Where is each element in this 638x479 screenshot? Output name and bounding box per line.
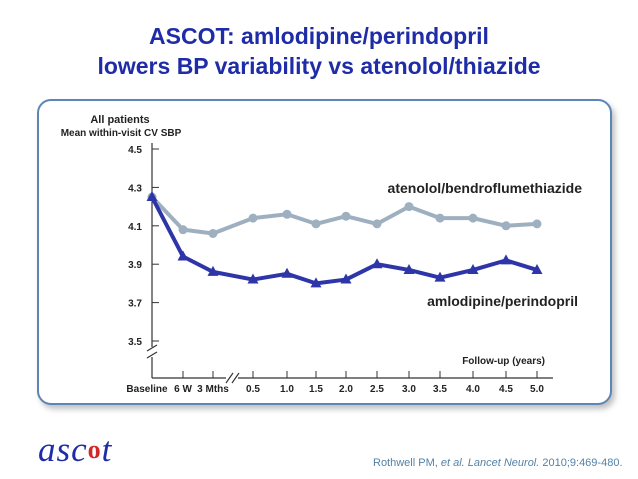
y-tick-label: 3.5 xyxy=(128,337,142,348)
y-tick-label: 3.7 xyxy=(128,299,142,310)
y-tick-label: 4.1 xyxy=(128,222,142,233)
series-1-point xyxy=(248,213,258,223)
slide-title-line1: ASCOT: amlodipine/perindopril xyxy=(149,23,489,49)
x-axis-break-mark xyxy=(225,372,234,384)
series-1-point xyxy=(372,219,382,229)
series-2-point xyxy=(340,273,352,284)
x-tick-label: 2.0 xyxy=(339,384,353,395)
series-1-point xyxy=(501,221,511,231)
series-1-point xyxy=(341,211,351,221)
x-tick-label: Baseline xyxy=(126,384,168,395)
x-tick-label: 4.0 xyxy=(466,384,480,395)
series-1-point xyxy=(178,225,188,235)
x-tick-label: 3.0 xyxy=(402,384,416,395)
series-1-point xyxy=(311,219,321,229)
series-1-point xyxy=(435,213,445,223)
series-label-2: amlodipine/perindopril xyxy=(427,293,578,309)
series-2-point xyxy=(177,250,189,261)
x-tick-label: 1.5 xyxy=(309,384,323,395)
series-1-point xyxy=(404,202,414,212)
series-1-point xyxy=(468,213,478,223)
series-label-1: atenolol/bendroflumethiazide xyxy=(388,180,583,196)
citation-journal: et al. Lancet Neurol. xyxy=(440,457,540,469)
x-axis-break-mark xyxy=(231,372,240,384)
series-2-point xyxy=(146,191,158,201)
series-1-point xyxy=(532,219,542,229)
series-1-point xyxy=(282,209,292,219)
series-2-point xyxy=(281,267,293,278)
x-axis-label: Follow-up (years) xyxy=(462,356,545,367)
y-tick-label: 3.9 xyxy=(128,260,142,271)
series-2-point xyxy=(403,263,415,274)
y-axis-break-mark xyxy=(146,344,158,352)
series-2-point xyxy=(207,265,219,276)
chart-title: All patients xyxy=(90,114,149,126)
series-2-point xyxy=(434,271,446,282)
ascot-logo: ascot xyxy=(38,430,113,469)
citation-authors: Rothwell PM, xyxy=(373,457,441,469)
x-tick-label: 5.0 xyxy=(530,384,544,395)
chart-panel xyxy=(37,99,612,405)
y-axis-label: Mean within-visit CV SBP xyxy=(61,128,182,139)
x-tick-label: 2.5 xyxy=(370,384,384,395)
series-2-point xyxy=(500,254,512,265)
citation: Rothwell PM, et al. Lancet Neurol. 2010;… xyxy=(373,457,623,469)
x-tick-label: 0.5 xyxy=(246,384,260,395)
series-2-point xyxy=(467,263,479,274)
y-tick-label: 4.3 xyxy=(128,183,142,194)
x-tick-label: 3.5 xyxy=(433,384,447,395)
series-2-point xyxy=(371,258,383,269)
series-2-point xyxy=(531,263,543,274)
x-tick-label: 3 Mths xyxy=(197,384,229,395)
x-tick-label: 6 W xyxy=(174,384,192,395)
citation-volume: 2010;9:469-480. xyxy=(539,457,623,469)
y-axis-break-mark xyxy=(146,351,158,359)
slide-title-line2: lowers BP variability vs atenolol/thiazi… xyxy=(97,53,541,79)
y-tick-label: 4.5 xyxy=(128,145,142,156)
series-2-point xyxy=(310,277,322,288)
x-tick-label: 1.0 xyxy=(280,384,294,395)
x-tick-label: 4.5 xyxy=(499,384,513,395)
series-1-point xyxy=(208,228,218,238)
series-line-2 xyxy=(150,196,538,286)
series-2-point xyxy=(247,273,259,284)
